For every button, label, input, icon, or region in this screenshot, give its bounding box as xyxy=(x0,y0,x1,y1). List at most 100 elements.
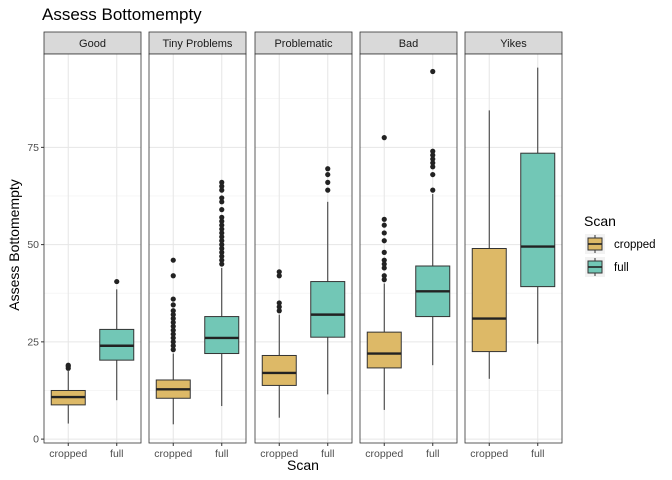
facet-strip-label: Tiny Problems xyxy=(163,38,233,50)
outlier-point xyxy=(170,343,176,349)
outlier-point xyxy=(381,216,387,222)
box-body xyxy=(471,248,507,353)
outlier-point xyxy=(219,226,225,232)
outlier-point xyxy=(219,199,225,205)
outlier-point xyxy=(170,257,176,263)
outlier-point xyxy=(276,300,282,306)
outlier-point xyxy=(170,296,176,302)
box-cropped xyxy=(261,269,297,418)
outlier-point xyxy=(381,273,387,279)
facet-panel-good: Good cropped full xyxy=(43,31,142,460)
legend-key-cropped: cropped xyxy=(585,234,656,254)
x-tick-label: full xyxy=(110,448,123,460)
panel-border xyxy=(43,53,142,444)
box-cropped xyxy=(366,135,402,410)
outlier-point xyxy=(381,135,387,141)
outlier-point xyxy=(170,315,176,322)
x-tick-label: full xyxy=(531,448,544,460)
panel-border xyxy=(464,53,563,444)
x-tick-label: cropped xyxy=(154,448,192,460)
legend: Scan cropped full xyxy=(584,213,656,277)
outlier-point xyxy=(65,362,71,368)
chart-title: Assess Bottomempty xyxy=(42,5,202,24)
facet-strip-label: Bad xyxy=(399,38,419,50)
outlier-point xyxy=(219,253,225,259)
outlier-point xyxy=(114,278,120,285)
outlier-point xyxy=(170,347,176,353)
outlier-point xyxy=(219,214,225,220)
outlier-point xyxy=(170,319,176,326)
panel-border xyxy=(148,53,247,444)
box-body xyxy=(204,316,240,355)
outlier-point xyxy=(381,230,387,236)
outlier-point xyxy=(170,323,176,329)
outlier-point xyxy=(219,230,225,236)
box-cropped xyxy=(50,362,86,424)
outlier-point xyxy=(170,327,176,333)
legend-key-full: full xyxy=(585,257,629,277)
panel-border xyxy=(254,53,353,444)
outlier-point xyxy=(219,257,225,263)
outlier-point xyxy=(219,234,225,240)
x-tick-label: full xyxy=(215,448,228,460)
outlier-point xyxy=(276,308,282,314)
x-axis-title: Scan xyxy=(287,457,319,473)
outlier-point xyxy=(219,249,225,255)
outlier-point xyxy=(430,148,436,154)
x-tick-label: full xyxy=(321,448,334,460)
box-cropped xyxy=(471,110,507,379)
outlier-point xyxy=(325,171,331,178)
outlier-point xyxy=(381,277,387,283)
box-body xyxy=(366,331,402,369)
outlier-point xyxy=(325,179,331,185)
outlier-point xyxy=(219,242,225,248)
box-full xyxy=(310,166,346,395)
facet-panel-bad: Bad cropped full xyxy=(359,31,458,460)
outlier-point xyxy=(219,195,225,201)
outlier-point xyxy=(219,179,225,185)
outlier-point xyxy=(430,68,436,75)
outlier-point xyxy=(430,160,436,166)
outlier-point xyxy=(219,183,225,189)
outlier-point xyxy=(170,312,176,318)
y-tick-label: 50 xyxy=(27,239,39,251)
outlier-point xyxy=(219,245,225,252)
legend-label: full xyxy=(614,262,629,274)
y-tick-label: 0 xyxy=(33,434,39,446)
outlier-point xyxy=(276,269,282,275)
panel-border xyxy=(359,53,458,444)
outlier-point xyxy=(325,166,331,172)
outlier-point xyxy=(276,273,282,279)
outlier-point xyxy=(219,261,225,267)
box-full xyxy=(204,179,240,407)
outlier-point xyxy=(430,156,436,162)
panel-background xyxy=(360,54,457,443)
legend-title: Scan xyxy=(584,213,616,229)
outlier-point xyxy=(170,273,176,279)
box-body xyxy=(261,354,297,386)
x-tick-label: full xyxy=(426,448,439,460)
outlier-point xyxy=(381,261,387,267)
facet-strip-label: Yikes xyxy=(500,38,527,50)
outlier-point xyxy=(276,304,282,310)
box-full xyxy=(415,68,451,366)
facet-panel-problematic: Problematic cropped full xyxy=(254,31,353,460)
x-tick-label: cropped xyxy=(260,448,298,460)
panel-background xyxy=(44,54,141,443)
facet-panel-tiny-problems: Tiny Problems cropped full xyxy=(148,31,247,460)
outlier-point xyxy=(170,302,176,308)
box-full xyxy=(99,278,135,401)
outlier-point xyxy=(381,238,387,244)
box-body xyxy=(310,281,346,338)
outlier-point xyxy=(170,335,176,341)
panel-background xyxy=(149,54,246,443)
outlier-point xyxy=(219,218,225,224)
outlier-point xyxy=(170,308,176,314)
outlier-point xyxy=(381,257,387,263)
outlier-point xyxy=(381,222,387,228)
outlier-point xyxy=(219,207,225,213)
legend-label: cropped xyxy=(614,239,656,251)
outlier-point xyxy=(381,265,387,271)
outlier-point xyxy=(430,171,436,178)
